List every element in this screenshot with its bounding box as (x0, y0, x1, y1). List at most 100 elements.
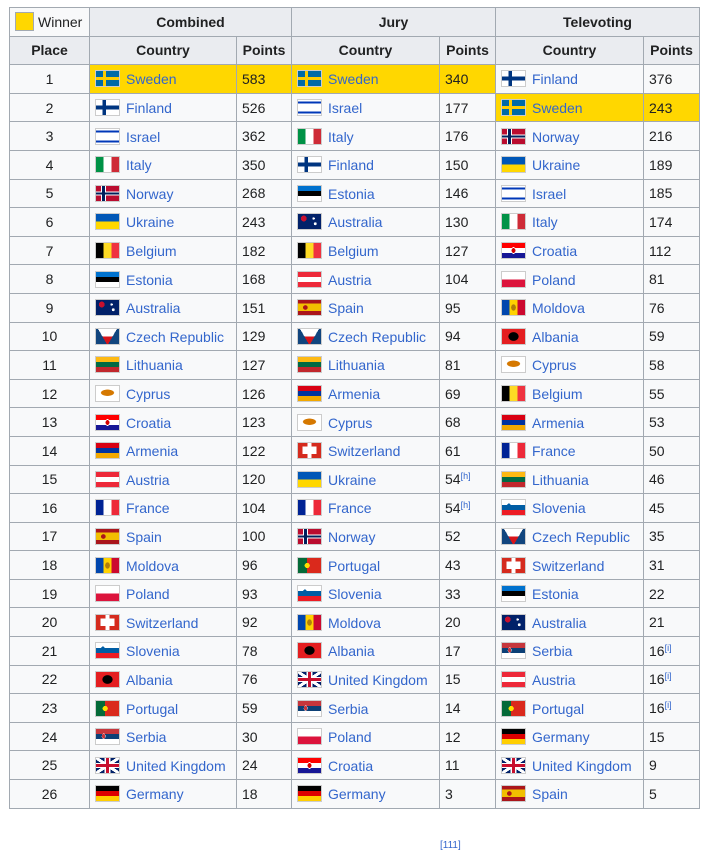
jury-points-cell: 81 (439, 350, 496, 380)
country-link[interactable]: Spain (126, 528, 162, 545)
country-link[interactable]: Lithuania (532, 471, 589, 488)
combined-points-cell: 350 (236, 149, 292, 180)
country-link[interactable]: Sweden (532, 100, 583, 117)
country-link[interactable]: Cyprus (532, 357, 577, 374)
country-link[interactable]: Croatia (532, 243, 578, 260)
country-link[interactable]: Armenia (532, 414, 585, 431)
country-link[interactable]: Italy (532, 214, 558, 231)
country-link[interactable]: Serbia (328, 700, 369, 717)
country-link[interactable]: Sweden (126, 71, 177, 88)
footnote-link[interactable]: [i] (664, 671, 672, 682)
country-link[interactable]: Albania (126, 671, 173, 688)
jury-country-cell: Armenia (291, 378, 440, 409)
country-link[interactable]: Serbia (126, 729, 167, 746)
country-link[interactable]: United Kingdom (126, 757, 226, 774)
country-link[interactable]: Germany (328, 786, 386, 803)
footnote-link[interactable]: [h] (460, 499, 471, 510)
country-link[interactable]: Lithuania (126, 357, 183, 374)
table-row: 26 Germany 18 Germany 3 Spain 5 (9, 779, 700, 809)
country-link[interactable]: Israel (126, 128, 161, 145)
country-link[interactable]: Ukraine (532, 157, 581, 174)
footnote-link[interactable]: [h] (460, 471, 471, 482)
table-row: 20 Switzerland 92 Moldova 20 Australia 21 (9, 607, 700, 638)
country-link[interactable]: Austria (126, 471, 170, 488)
country-link[interactable]: Germany (532, 729, 590, 746)
country-link[interactable]: Switzerland (126, 614, 199, 631)
country-link[interactable]: Switzerland (532, 557, 605, 574)
country-link[interactable]: Ukraine (126, 214, 175, 231)
country-link[interactable]: Australia (126, 300, 181, 317)
country-link[interactable]: Australia (532, 614, 587, 631)
country-link[interactable]: Sweden (328, 71, 379, 88)
footnote-link[interactable]: [i] (664, 642, 672, 653)
country-link[interactable]: Cyprus (328, 414, 373, 431)
country-link[interactable]: Poland (328, 729, 372, 746)
country-link[interactable]: Austria (328, 271, 372, 288)
country-link[interactable]: Estonia (328, 185, 375, 202)
country-link[interactable]: Finland (328, 157, 374, 174)
country-link[interactable]: Czech Republic (126, 328, 225, 345)
country-link[interactable]: France (532, 443, 576, 460)
country-link[interactable]: Italy (328, 128, 354, 145)
country-link[interactable]: Moldova (532, 300, 585, 317)
country-link[interactable]: Armenia (328, 386, 381, 403)
points-value: 52 (445, 528, 461, 545)
televoting-country-cell: Austria (495, 664, 644, 695)
points-value: 68 (445, 414, 461, 431)
country-link[interactable]: Slovenia (328, 586, 382, 603)
country-link[interactable]: Belgium (328, 243, 379, 260)
flag-icon (297, 127, 322, 145)
country-link[interactable]: Portugal (126, 700, 179, 717)
country-link[interactable]: Italy (126, 157, 152, 174)
country-link[interactable]: Albania (532, 328, 579, 345)
flag-icon (297, 70, 322, 88)
combined-country-cell: Albania (89, 664, 237, 695)
country-link[interactable]: Estonia (532, 586, 579, 603)
country-link[interactable]: Belgium (532, 386, 583, 403)
country-link[interactable]: Poland (532, 271, 576, 288)
country-link[interactable]: Serbia (532, 643, 573, 660)
jury-points-cell: 54[h] (439, 464, 496, 495)
jury-points-cell: 15 (439, 664, 496, 695)
country-link[interactable]: Australia (328, 214, 383, 231)
country-link[interactable]: Norway (532, 128, 580, 145)
country-link[interactable]: Albania (328, 643, 375, 660)
country-link[interactable]: Norway (328, 528, 376, 545)
country-link[interactable]: Portugal (328, 557, 381, 574)
country-link[interactable]: United Kingdom (328, 671, 428, 688)
combined-points-cell: 182 (236, 235, 292, 266)
country-link[interactable]: Spain (532, 786, 568, 803)
country-link[interactable]: Norway (126, 185, 174, 202)
country-link[interactable]: Slovenia (126, 643, 180, 660)
country-link[interactable]: Moldova (126, 557, 179, 574)
jury-points-cell: 104 (439, 264, 496, 294)
country-link[interactable]: Portugal (532, 700, 585, 717)
country-link[interactable]: Moldova (328, 614, 381, 631)
country-link[interactable]: Armenia (126, 443, 179, 460)
country-link[interactable]: Austria (532, 671, 576, 688)
footnote-link[interactable]: [i] (664, 700, 672, 711)
country-link[interactable]: Israel (532, 185, 567, 202)
country-link[interactable]: Switzerland (328, 443, 401, 460)
country-link[interactable]: Lithuania (328, 357, 385, 374)
country-link[interactable]: France (126, 500, 170, 517)
points-value: 54 (445, 471, 461, 488)
country-link[interactable]: Ukraine (328, 471, 377, 488)
country-link[interactable]: Slovenia (532, 500, 586, 517)
country-link[interactable]: United Kingdom (532, 757, 632, 774)
country-link[interactable]: France (328, 500, 372, 517)
country-link[interactable]: Cyprus (126, 386, 171, 403)
country-link[interactable]: Czech Republic (328, 328, 427, 345)
flag-icon (95, 184, 120, 202)
country-link[interactable]: Croatia (328, 757, 374, 774)
country-link[interactable]: Czech Republic (532, 528, 631, 545)
country-link[interactable]: Poland (126, 586, 170, 603)
country-link[interactable]: Finland (532, 71, 578, 88)
country-link[interactable]: Belgium (126, 243, 177, 260)
country-link[interactable]: Finland (126, 100, 172, 117)
country-link[interactable]: Spain (328, 300, 364, 317)
country-link[interactable]: Israel (328, 100, 363, 117)
country-link[interactable]: Germany (126, 786, 184, 803)
country-link[interactable]: Estonia (126, 271, 173, 288)
country-link[interactable]: Croatia (126, 414, 172, 431)
